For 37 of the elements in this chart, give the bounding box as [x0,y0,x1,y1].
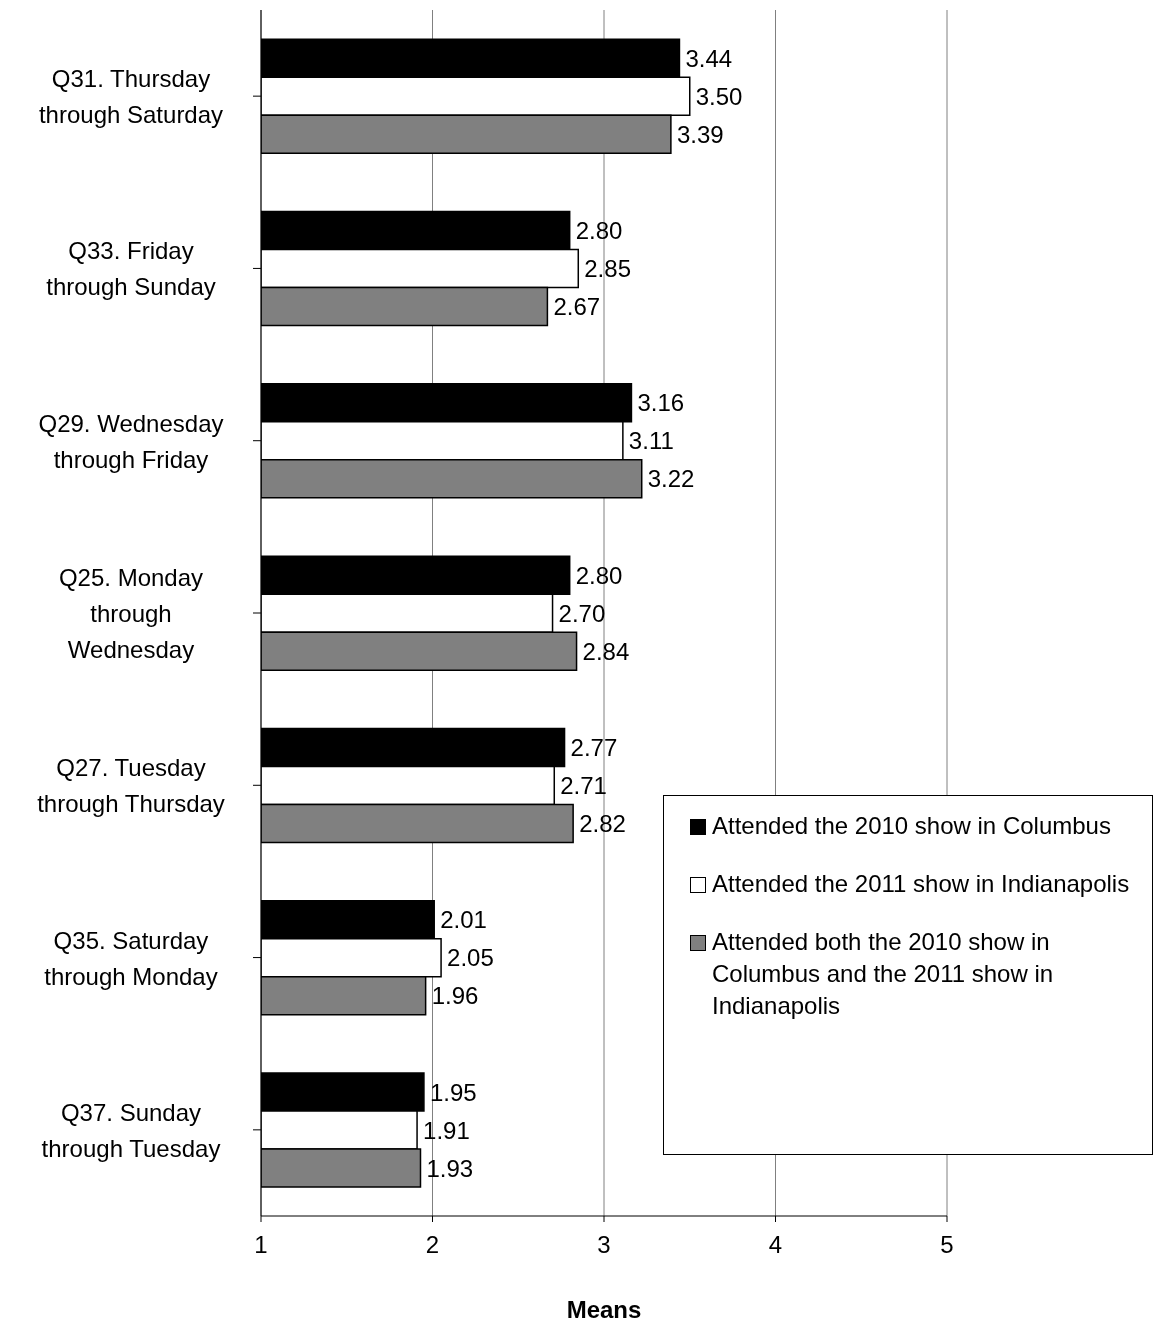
data-label: 3.50 [695,82,743,110]
data-label: 3.44 [685,44,733,72]
x-tick-label: 2 [425,1231,440,1259]
y-tick-label: Q31. Thursday through Saturday [38,64,224,128]
y-tick-label: Q37. Sunday through Tuesday [41,1098,221,1162]
data-label: 2.82 [579,809,626,837]
data-label: 1.95 [429,1078,477,1106]
x-tick-label: 5 [940,1231,954,1259]
data-label: 2.85 [584,255,631,283]
data-label: 2.84 [582,637,630,665]
data-label: 1.96 [431,982,479,1010]
data-label: 2.67 [553,293,601,321]
x-axis-title: Means [566,1296,642,1323]
y-tick-label: Q35. Saturday through Monday [44,926,218,990]
x-tick-label: 3 [597,1231,611,1259]
data-label: 3.39 [676,120,724,148]
data-label: 3.11 [628,427,674,455]
y-tick-label: Q27. Tuesday through Thursday [37,753,225,817]
data-label: 2.70 [558,599,606,627]
y-tick-label: Q33. Friday through Sunday [46,236,216,300]
legend-label: Attended both the 2010 show in Columbus and the 2011 show in Indianapolis [712,927,1055,1021]
y-tick-label: Q29. Wednesday through Friday [38,409,224,473]
data-label: 2.71 [560,771,607,799]
data-label: 1.91 [423,1116,470,1144]
y-tick-label: Q25. Monday through Wednesday [58,563,204,663]
data-label: 2.80 [575,217,623,245]
x-tick-label: 1 [254,1231,268,1259]
x-tick-label: 4 [768,1231,783,1259]
data-label: 2.77 [570,733,618,761]
data-label: 3.22 [647,465,695,493]
legend-label: Attended the 2011 show in Indianapolis [712,869,1130,899]
legend-label: Attended the 2010 show in Columbus [712,811,1111,841]
data-label: 1.93 [426,1154,474,1182]
data-label: 2.01 [440,906,487,934]
data-label: 2.80 [575,561,623,589]
data-label: 3.16 [637,389,685,417]
data-label: 2.05 [447,944,494,972]
